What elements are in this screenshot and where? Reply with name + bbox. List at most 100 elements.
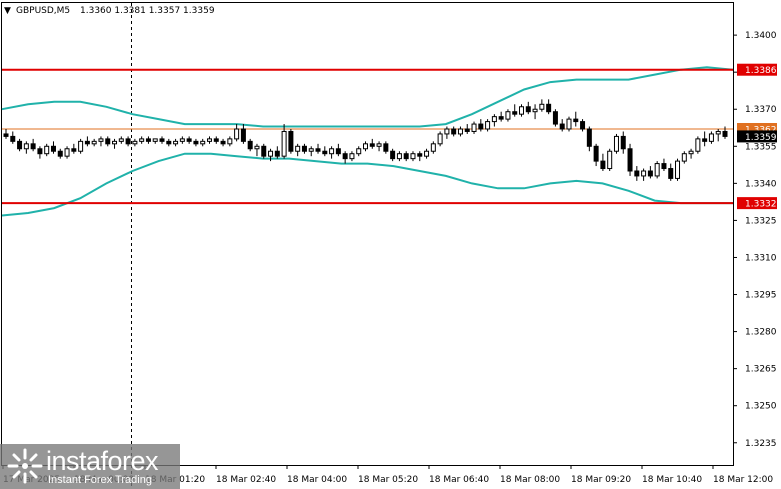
bollinger-lower-line (1, 152, 733, 217)
candle-body (410, 153, 416, 160)
candle-body (105, 138, 111, 145)
candle-body (688, 150, 694, 155)
candle-body (613, 135, 619, 152)
level-tag-1.3386: 1.3386 (745, 66, 777, 76)
candle-body (715, 130, 721, 135)
candle-body (125, 138, 131, 145)
candle-body (200, 140, 206, 145)
candle-body (485, 121, 491, 130)
candle-body (193, 140, 199, 145)
candle-body (396, 153, 402, 160)
candle-body (91, 140, 97, 145)
price-tick-label: 1.3400 (745, 31, 777, 41)
candle-body (44, 145, 50, 155)
candle-body (580, 121, 586, 130)
candle-body (512, 111, 518, 115)
candle-body (505, 111, 511, 120)
candle-body (118, 138, 124, 142)
candle-body (152, 138, 158, 142)
price-tick-label: 1.3295 (745, 291, 777, 301)
candle-body (390, 150, 396, 160)
price-tick-label: 1.3355 (745, 142, 777, 152)
candle-body (417, 153, 423, 157)
candle-body (478, 123, 484, 130)
candle-body (464, 128, 470, 132)
candle-body (702, 138, 708, 142)
time-tick-label: 18 Mar 09:20 (571, 475, 631, 485)
candle-body (173, 140, 179, 145)
candle-body (444, 128, 450, 135)
candle-body (132, 140, 138, 145)
candle-body (451, 128, 457, 135)
candle-body (179, 138, 185, 142)
current-price-tag-bg (737, 130, 777, 143)
candle-body (268, 150, 274, 157)
candle-body (234, 128, 240, 140)
candle-body (315, 148, 321, 152)
candle-body (708, 133, 714, 142)
candle-body (240, 128, 246, 142)
candle-body (634, 170, 640, 177)
candle-body (363, 143, 368, 150)
candle-body (403, 153, 409, 160)
candle-body (159, 138, 165, 142)
candle-body (261, 145, 267, 157)
bollinger-bands (1, 66, 734, 217)
ohlc-readout: 1.3360 1.3381 1.3357 1.3359 (80, 6, 215, 16)
candle-body (471, 123, 477, 132)
candle-body (532, 108, 538, 113)
candle-body (498, 116, 504, 120)
candle-body (607, 150, 613, 170)
price-tick-label: 1.3265 (745, 365, 777, 375)
price-axis: 1.34001.33851.33701.33551.33401.33251.33… (733, 31, 777, 449)
candle-body (647, 170, 653, 177)
candle-body (437, 133, 443, 145)
candle-body (166, 140, 172, 145)
header-marker-icon: ▼ (4, 6, 11, 16)
candle-body (30, 143, 36, 150)
candle-body (139, 138, 145, 142)
time-tick-label: 18 Mar 05:20 (358, 475, 418, 485)
candle-body (288, 130, 294, 152)
candle-body (281, 130, 287, 157)
price-tick-label: 1.3325 (745, 216, 777, 226)
candle-body (661, 163, 667, 170)
candle-body (491, 116, 497, 123)
candle-body (84, 140, 90, 145)
candle-body (37, 148, 43, 155)
bollinger-upper-line (1, 66, 734, 128)
candle-body (78, 140, 84, 152)
candle-body (71, 148, 77, 152)
time-tick-label: 18 Mar 04:00 (287, 475, 347, 485)
candle-body (620, 135, 626, 150)
price-tick-label: 1.3280 (745, 328, 777, 338)
candle-body (654, 163, 660, 177)
candle-body (525, 106, 531, 113)
candle-body (593, 145, 599, 162)
candle-body (383, 143, 389, 152)
horizontal-levels[interactable] (2, 68, 733, 205)
candle-body (274, 150, 280, 157)
price-tick-label: 1.3340 (745, 179, 777, 189)
candle-body (369, 143, 375, 147)
candle-body (342, 153, 348, 160)
candle-body (295, 145, 301, 152)
candle-body (695, 138, 701, 152)
candle-body (3, 133, 9, 137)
level-tag-1.3332-bg (737, 197, 777, 210)
candle-body (559, 123, 565, 130)
candle-body (254, 145, 260, 150)
candle-body (627, 148, 633, 172)
candle-body (552, 111, 558, 125)
candle-body (573, 118, 579, 123)
price-tick-label: 1.3310 (745, 253, 777, 263)
candle-body (641, 170, 647, 177)
price-tick-label: 1.3235 (745, 439, 777, 449)
price-tick-label: 1.3250 (745, 402, 777, 412)
candle-body (186, 138, 192, 142)
candle-body (145, 138, 151, 142)
candle-body (722, 130, 728, 137)
